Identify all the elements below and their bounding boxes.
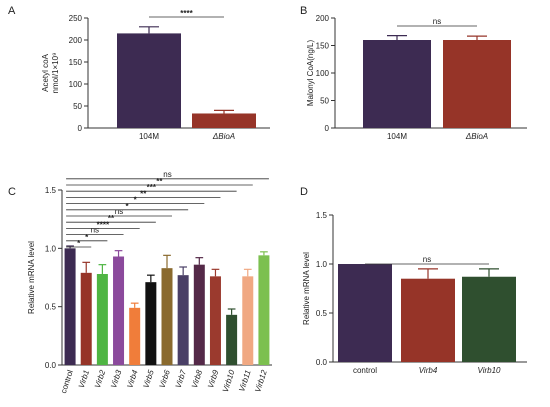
panel-b: B 0 50 100 150 200 Malonyl CoA(ng/L) 104M ΔBioA n… [300, 5, 527, 141]
x-tick-label: Virb2 [93, 368, 107, 389]
y-tick-label: 0.5 [45, 303, 57, 312]
x-tick-label: Virb11 [237, 369, 252, 393]
significance-label: ns [423, 255, 431, 264]
significance-label: ns [163, 170, 171, 179]
x-tick-label: 104M [139, 132, 159, 141]
bar [242, 276, 254, 365]
x-tick-label: control [353, 366, 377, 375]
y-tick-label: 0.0 [316, 358, 328, 367]
bar [209, 276, 221, 365]
x-tick-label: Virb5 [141, 368, 155, 389]
significance-label: * [134, 196, 138, 205]
x-tick-label: Virb12 [253, 368, 269, 393]
bar [177, 275, 189, 365]
significance-label: ns [433, 17, 441, 26]
x-tick-label: Virb3 [109, 368, 123, 389]
bar [192, 113, 256, 128]
y-tick-label: 200 [69, 36, 83, 45]
significance-label: * [85, 233, 89, 242]
y-tick-label: 0 [325, 124, 330, 133]
bar [443, 40, 511, 128]
bar [113, 256, 125, 365]
y-tick-label: 50 [73, 102, 82, 111]
bar [117, 33, 181, 128]
significance-label: * [126, 202, 130, 211]
panel-label: D [300, 186, 308, 198]
y-tick-label: 1.0 [316, 260, 328, 269]
panel-d: D 0.0 0.5 1.0 1.5 Relative mRNA level control V… [300, 186, 527, 375]
x-tick-label: Virb10 [221, 368, 237, 393]
bar [226, 314, 238, 365]
bar [64, 248, 76, 365]
bar [401, 278, 455, 362]
bar [193, 264, 205, 365]
panel-a: A 0 50 100 150 200 250 Acetyl coAnmol/1×10⁹ 104M… [8, 5, 270, 141]
y-tick-label: 0.5 [316, 309, 328, 318]
x-tick-label: control [59, 369, 75, 395]
x-tick-label: Virb7 [174, 368, 188, 389]
y-axis-label: Relative mRNA level [302, 252, 311, 325]
y-tick-label: 1.5 [45, 186, 57, 195]
y-tick-label: 100 [69, 80, 83, 89]
x-tick-label: Virb1 [77, 369, 91, 389]
significance-label: ns [91, 226, 99, 235]
y-tick-label: 150 [316, 42, 330, 51]
y-axis-label: Malonyl CoA(ng/L) [306, 40, 315, 107]
y-tick-label: 200 [316, 14, 330, 23]
panel-label: A [8, 5, 16, 17]
y-tick-label: 1.0 [45, 244, 57, 253]
x-tick-label: 104M [387, 132, 407, 141]
bar [96, 274, 108, 365]
x-tick-label: Virb9 [206, 368, 220, 389]
significance-label: ** [156, 177, 163, 186]
y-tick-label: 100 [316, 69, 330, 78]
significance-label: ** [108, 214, 115, 223]
significance-label: **** [180, 9, 193, 18]
y-axis-label: Relative mRNA level [27, 241, 36, 314]
bar [258, 255, 270, 365]
panel-label: B [300, 5, 307, 17]
significance-label: ** [140, 189, 147, 198]
x-tick-label: ΔBioA [465, 132, 488, 141]
bar [363, 40, 431, 128]
significance-label: * [77, 239, 81, 248]
bar [145, 282, 157, 365]
bar [80, 272, 92, 365]
x-tick-label: Virb10 [478, 366, 502, 375]
significance-label: *** [147, 183, 157, 192]
y-tick-label: 1.5 [316, 211, 328, 220]
x-tick-label: Virb8 [190, 368, 204, 389]
bar [129, 307, 141, 365]
y-tick-label: 150 [69, 58, 83, 67]
bar [462, 276, 516, 362]
y-tick-label: 250 [69, 14, 83, 23]
y-tick-label: 50 [320, 97, 329, 106]
x-tick-label: Virb6 [158, 368, 172, 389]
y-axis-label: Acetyl coAnmol/1×10⁹ [41, 52, 60, 93]
bar [338, 264, 392, 362]
bar [161, 268, 173, 365]
x-tick-label: Virb4 [419, 366, 438, 375]
y-tick-label: 0.0 [45, 361, 57, 370]
x-tick-label: ΔBioA [212, 132, 235, 141]
x-tick-label: Virb4 [125, 368, 139, 389]
significance-label: ns [115, 207, 123, 216]
panel-label: C [8, 186, 16, 198]
significance-label: **** [97, 220, 110, 229]
y-tick-label: 0 [78, 124, 83, 133]
